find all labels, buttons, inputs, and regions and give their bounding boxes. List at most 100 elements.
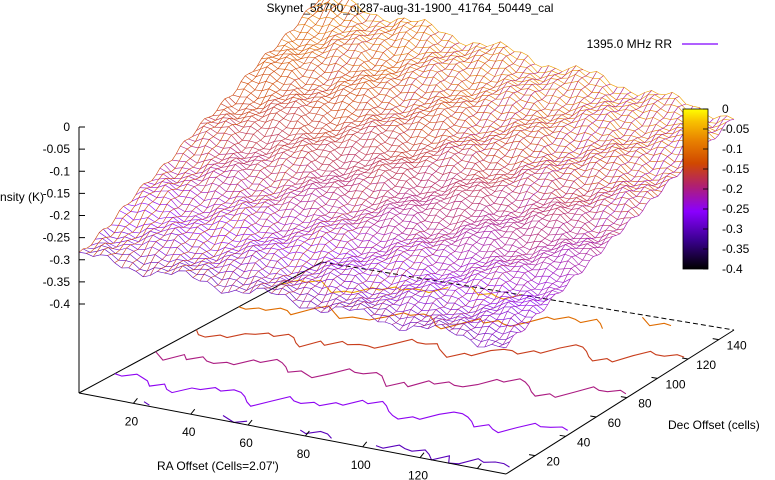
y-tick-label: 140: [727, 339, 747, 353]
mesh-line: [463, 106, 694, 336]
colorbar-tick-label: 0: [722, 102, 729, 116]
mesh-line: [441, 92, 673, 325]
mesh-line: [356, 72, 590, 310]
mesh-line: [149, 22, 391, 276]
x-tick-label: 120: [408, 469, 428, 480]
mesh-line: [114, 3, 357, 264]
z-tick-label: 0: [63, 120, 70, 134]
mesh-line: [427, 93, 659, 329]
y-tick: [712, 338, 719, 341]
mesh-line: [349, 69, 583, 311]
mesh-line: [391, 87, 625, 325]
mesh-line: [455, 103, 687, 336]
x-tick-label: 40: [182, 425, 196, 439]
legend: 1395.0 MHz RR: [587, 37, 718, 51]
y-tick: [559, 434, 566, 437]
mesh-line: [91, 242, 518, 335]
mesh-line: [199, 31, 439, 282]
mesh-line: [320, 68, 556, 313]
mesh-line: [305, 10, 719, 136]
mesh-line: [151, 178, 575, 278]
mesh-line: [434, 94, 666, 326]
mesh-line: [399, 91, 632, 331]
mesh-line: [327, 71, 563, 313]
mesh-line: [350, 0, 735, 120]
mesh-line: [121, 11, 364, 269]
y-tick: [651, 376, 658, 379]
base-back-edge: [321, 261, 735, 331]
y-tick-label: 80: [638, 397, 652, 411]
y-tick-label: 60: [608, 416, 622, 430]
y-tick-label: 40: [577, 435, 591, 449]
mesh-line: [413, 92, 645, 327]
mesh-line: [278, 51, 515, 295]
mesh-line: [420, 90, 652, 327]
mesh-line: [107, 0, 350, 256]
z-tick-label: -0.1: [49, 164, 70, 178]
legend-label: 1395.0 MHz RR: [587, 37, 673, 51]
y-tick-label: 100: [665, 377, 685, 391]
y-axis-label: Dec Offset (cells): [668, 418, 760, 432]
colorbar-tick-label: -0.2: [722, 182, 743, 196]
contour-line: [155, 351, 627, 398]
mesh-line: [95, 238, 522, 333]
mesh-line: [384, 87, 618, 323]
mesh-line: [299, 63, 535, 309]
z-tick-label: -0.4: [49, 297, 70, 311]
base-left-edge: [78, 261, 323, 394]
mesh-line: [249, 46, 487, 294]
mesh-line: [363, 71, 597, 310]
colorbar-tick-label: -0.35: [722, 242, 750, 256]
colorbar-tick-label: -0.4: [722, 262, 743, 276]
x-axis-line: [78, 392, 507, 475]
mesh-line: [270, 46, 508, 294]
mesh-line: [377, 83, 611, 322]
z-tick-label: -0.2: [49, 209, 70, 223]
mesh-line: [491, 115, 721, 345]
mesh-line: [235, 42, 474, 291]
mesh-line: [100, 0, 343, 255]
mesh-line: [406, 95, 639, 331]
y-tick: [682, 357, 689, 360]
mesh-line: [128, 13, 371, 268]
x-tick: [305, 430, 310, 437]
mesh-line: [253, 66, 670, 186]
colorbar-tick-label: -0.15: [722, 162, 750, 176]
mesh-line: [470, 107, 700, 341]
x-tick: [247, 419, 253, 426]
mesh-line: [263, 41, 501, 289]
z-tick-label: -0.05: [43, 142, 71, 156]
z-tick-label: -0.3: [49, 253, 70, 267]
mesh-line: [185, 19, 426, 272]
colorbar: 0 -0.05 -0.1 -0.15 -0.2 -0.25 -0.3 -0.35 -0.4: [682, 102, 750, 276]
x-tick: [190, 408, 196, 415]
y-tick: [528, 454, 536, 457]
mesh-line: [228, 45, 467, 293]
mesh-line: [292, 55, 529, 302]
mesh-line: [285, 51, 522, 295]
axes: 20406080100120140204060801001201400-0.05…: [43, 120, 747, 480]
colorbar-tick-label: -0.1: [722, 142, 743, 156]
mesh-line: [157, 18, 398, 272]
x-tick: [133, 398, 138, 404]
mesh-line: [221, 42, 460, 294]
mesh-line: [242, 43, 481, 294]
contour-line: [114, 373, 568, 434]
mesh-line: [78, 0, 320, 253]
mesh-line: [477, 114, 707, 348]
x-tick: [419, 452, 425, 459]
z-tick-label: -0.35: [43, 275, 71, 289]
mesh-line: [208, 117, 628, 226]
mesh-line: [342, 65, 577, 308]
contour-line: [238, 305, 672, 330]
mesh-line: [313, 65, 549, 309]
y-axis-line: [505, 329, 735, 475]
contour-lines: [114, 279, 685, 468]
mesh-line: [164, 17, 405, 274]
mesh-line: [214, 35, 453, 288]
contour-line: [195, 329, 685, 363]
colorbar-tick-label: -0.25: [722, 202, 750, 216]
mesh-line: [484, 118, 714, 348]
x-tick: [362, 441, 368, 448]
